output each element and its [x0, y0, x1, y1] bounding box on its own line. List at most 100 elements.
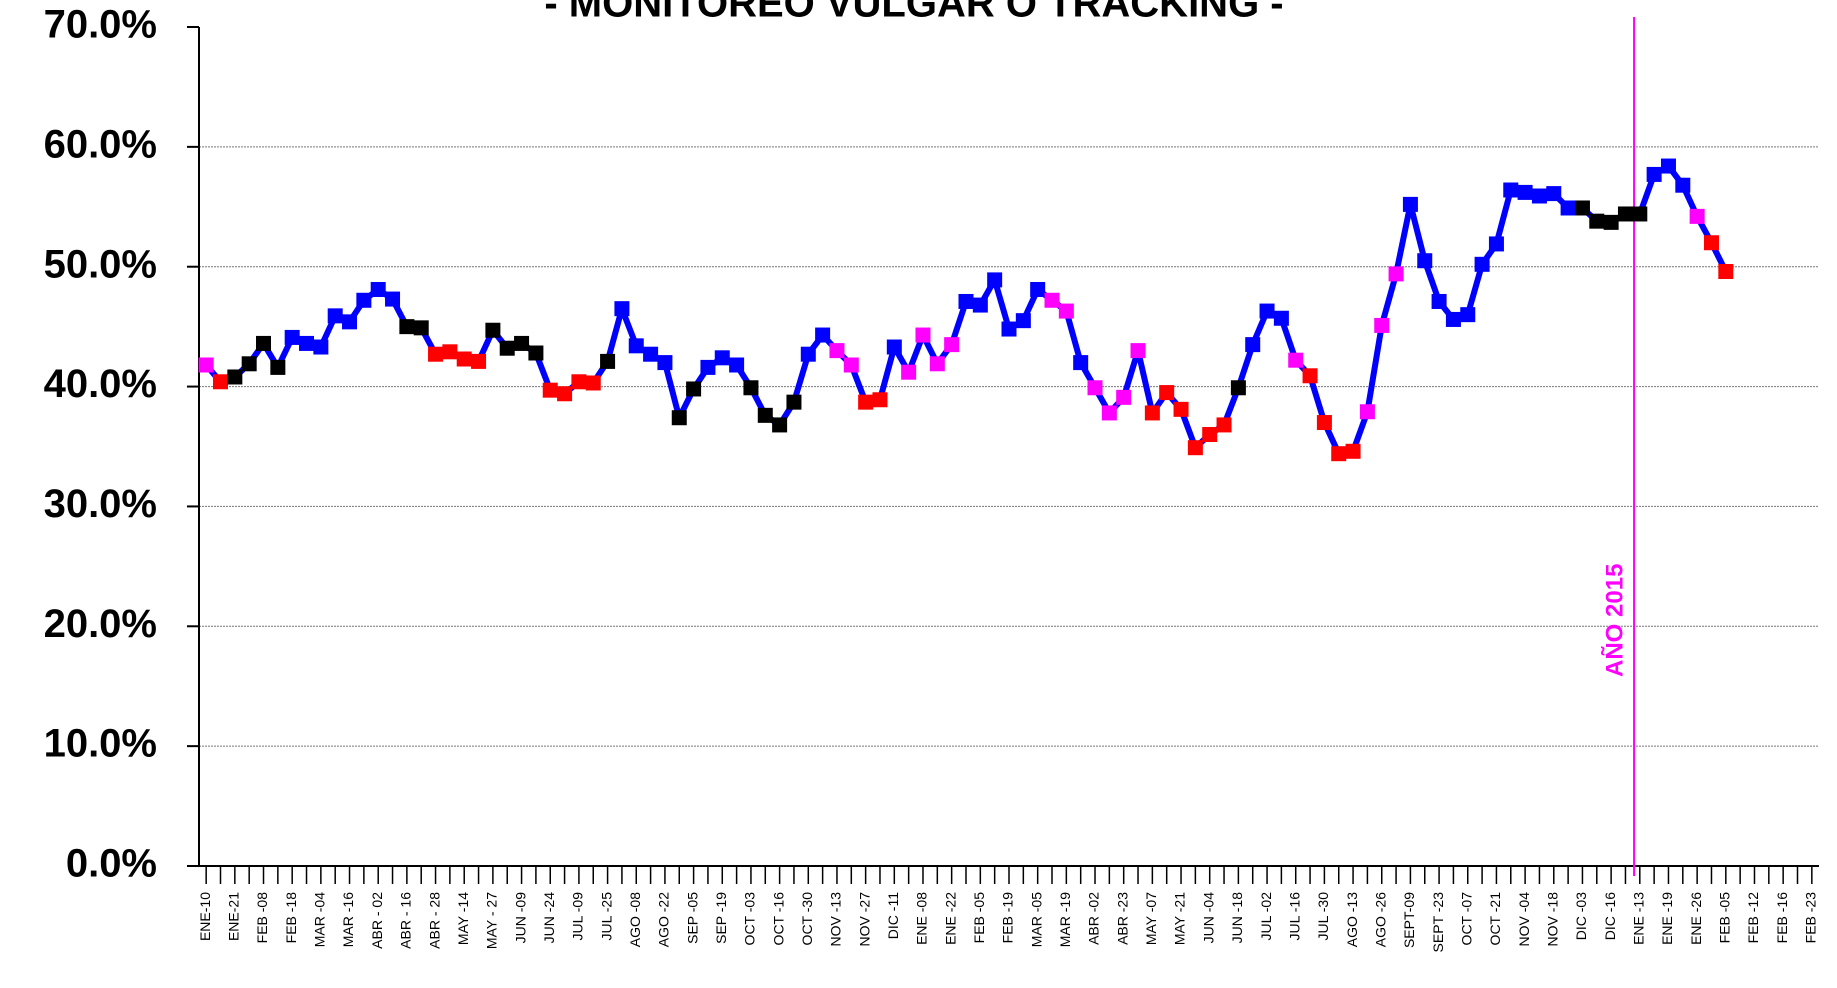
marker — [1503, 182, 1519, 198]
marker — [284, 329, 300, 345]
x-tick-label: ENE -13 — [1630, 892, 1646, 945]
x-tick-label: OCT -30 — [799, 892, 815, 946]
y-tick-label: 20.0% — [44, 602, 157, 646]
x-tick-label: JUL -16 — [1286, 892, 1302, 941]
marker — [643, 346, 659, 362]
x-tick-label: JUL -30 — [1315, 892, 1331, 941]
y-tick-label: 10.0% — [44, 722, 157, 766]
marker — [1001, 321, 1017, 337]
marker — [1374, 317, 1390, 333]
x-tick-label: MAY -07 — [1143, 892, 1159, 945]
marker — [557, 386, 573, 402]
y-tick-label: 50.0% — [44, 242, 157, 286]
marker — [442, 344, 458, 360]
x-tick-label: ABR - 02 — [369, 892, 385, 949]
x-tick-label: ABR - 28 — [426, 892, 442, 949]
y-tick-label: 70.0% — [44, 3, 157, 47]
marker — [987, 272, 1003, 288]
marker — [915, 327, 931, 343]
x-tick-label: OCT -07 — [1458, 892, 1474, 946]
marker — [729, 357, 745, 373]
marker — [1632, 206, 1648, 222]
marker — [585, 375, 601, 391]
marker — [1603, 214, 1619, 230]
marker — [901, 364, 917, 380]
marker — [1646, 166, 1662, 182]
marker — [786, 394, 802, 410]
marker — [514, 335, 530, 351]
x-tick-label: ENE -26 — [1688, 892, 1704, 945]
marker — [815, 327, 831, 343]
marker — [1245, 337, 1261, 353]
x-tick-label: JUL -02 — [1258, 892, 1274, 941]
marker — [1388, 266, 1404, 282]
marker — [1703, 235, 1719, 251]
marker — [213, 374, 229, 390]
x-tick-label: MAY - 27 — [484, 892, 500, 949]
marker — [843, 357, 859, 373]
x-tick-label: MAY -21 — [1172, 892, 1188, 945]
marker — [1187, 440, 1203, 456]
marker — [1359, 404, 1375, 420]
marker — [370, 281, 386, 297]
x-tick-label: JUN -04 — [1200, 892, 1216, 944]
marker — [1560, 200, 1576, 216]
x-tick-label: AGO -22 — [656, 892, 672, 947]
marker — [1718, 264, 1734, 280]
marker — [1517, 184, 1533, 200]
marker — [1273, 310, 1289, 326]
marker — [1316, 415, 1332, 431]
marker — [1288, 352, 1304, 368]
marker — [1417, 253, 1433, 269]
x-tick-label: JUL -25 — [598, 892, 614, 941]
y-tick-label: 0.0% — [66, 842, 157, 886]
marker — [1474, 256, 1490, 272]
marker — [1617, 206, 1633, 222]
marker — [1159, 385, 1175, 401]
x-tick-label: FEB -08 — [254, 892, 270, 944]
marker — [485, 322, 501, 338]
x-tick-label: ENE -19 — [1659, 892, 1675, 945]
x-tick-label: ENE -22 — [942, 892, 958, 945]
marker — [800, 346, 816, 362]
annotation: AÑO 2015 — [1600, 564, 1628, 677]
x-tick-label: AGO -13 — [1344, 892, 1360, 947]
marker — [1130, 343, 1146, 359]
x-tick-label: OCT -03 — [742, 892, 758, 946]
marker — [256, 335, 272, 351]
marker — [1302, 368, 1318, 384]
marker — [700, 359, 716, 375]
x-tick-label: MAR -04 — [312, 892, 328, 947]
x-tick-label: MAR -19 — [1057, 892, 1073, 947]
marker — [772, 417, 788, 433]
x-tick-label: JUL -09 — [570, 892, 586, 941]
marker — [972, 297, 988, 313]
x-tick-label: ABR -02 — [1086, 892, 1102, 945]
y-tick-label: 60.0% — [44, 122, 157, 166]
marker — [714, 350, 730, 366]
x-tick-label: FEB -12 — [1745, 892, 1761, 944]
marker — [1116, 389, 1132, 405]
x-tick-label: NOV -27 — [856, 892, 872, 947]
x-tick-label: AGO -26 — [1372, 892, 1388, 947]
marker — [1144, 405, 1160, 421]
x-tick-label: SEPT-09 — [1401, 892, 1417, 948]
x-tick-label: JUN -18 — [1229, 892, 1245, 944]
marker — [1230, 380, 1246, 396]
x-tick-label: AGO -08 — [627, 892, 643, 947]
marker — [671, 410, 687, 426]
marker — [313, 339, 329, 355]
marker — [600, 353, 616, 369]
marker — [757, 407, 773, 423]
marker — [1402, 196, 1418, 212]
x-tick-label: JUN -09 — [512, 892, 528, 944]
x-tick-label: OCT -21 — [1487, 892, 1503, 946]
marker — [1460, 307, 1476, 323]
marker — [1044, 292, 1060, 308]
marker — [471, 353, 487, 369]
x-tick-label: FEB -19 — [1000, 892, 1016, 944]
y-tick-label: 30.0% — [44, 482, 157, 526]
x-tick-label: OCT -16 — [770, 892, 786, 946]
marker — [829, 343, 845, 359]
